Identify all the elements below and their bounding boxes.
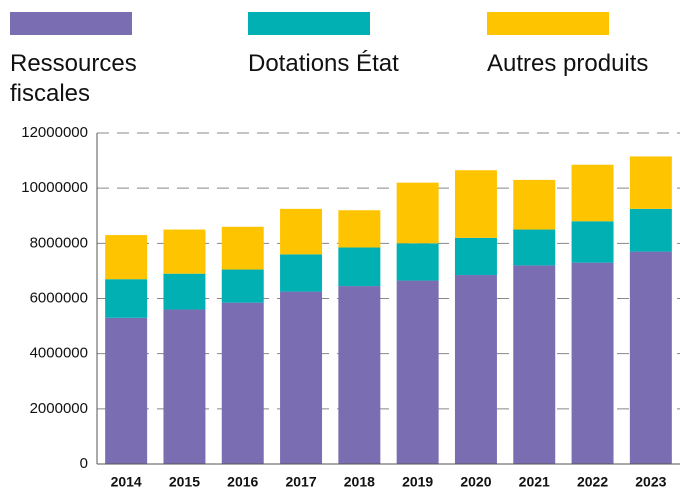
bar-segment: [163, 229, 206, 274]
bar-segment: [513, 179, 556, 230]
bar-segment: [454, 237, 497, 276]
y-tick-label: 10000000: [21, 179, 88, 196]
y-tick-label: 8000000: [30, 234, 88, 251]
x-tick-label: 2015: [169, 474, 200, 490]
legend-swatch: [487, 12, 609, 35]
bar-segment: [280, 291, 323, 464]
bar-segment: [571, 164, 614, 222]
legend-label: Dotations État: [248, 50, 399, 77]
bar-segment: [396, 182, 439, 244]
x-tick-label: 2020: [460, 474, 491, 490]
x-tick-label: 2017: [285, 474, 316, 490]
y-tick-label: 4000000: [30, 345, 88, 362]
y-tick-label: 6000000: [30, 289, 88, 306]
bar-segment: [396, 280, 439, 464]
bar-segment: [396, 243, 439, 281]
legend-swatch: [10, 12, 132, 35]
x-tick-label: 2018: [344, 474, 375, 490]
x-tick-label: 2014: [111, 474, 142, 490]
bar-segment: [105, 317, 148, 464]
bar-segment: [629, 251, 672, 464]
y-tick-label: 12000000: [21, 124, 88, 141]
y-tick-label: 2000000: [30, 400, 88, 417]
bar-segment: [513, 229, 556, 266]
x-tick-label: 2023: [635, 474, 666, 490]
x-tick-label: 2021: [519, 474, 550, 490]
bar-segment: [629, 156, 672, 209]
legend-item: Autres produits: [487, 12, 667, 79]
bar-segment: [338, 210, 381, 248]
bar-segment: [454, 170, 497, 238]
bar-segment: [221, 302, 264, 464]
bar-segment: [163, 309, 206, 464]
bar-segment: [338, 286, 381, 464]
bar-segment: [513, 265, 556, 464]
bar-segment: [454, 275, 497, 464]
x-tick-label: 2016: [227, 474, 258, 490]
bar-segment: [571, 262, 614, 464]
legend-item: Dotations État: [248, 12, 428, 79]
bar-segment: [221, 226, 264, 270]
bar-segment: [571, 221, 614, 263]
x-tick-label: 2022: [577, 474, 608, 490]
legend-item: Ressources fiscales: [10, 12, 190, 109]
x-tick-label: 2019: [402, 474, 433, 490]
legend-swatch: [248, 12, 370, 35]
y-tick-label: 0: [80, 455, 88, 472]
bar-segment: [105, 279, 148, 318]
bar-segment: [629, 208, 672, 252]
bar-segment: [280, 254, 323, 292]
bar-segment: [105, 235, 148, 280]
legend-label: Autres produits: [487, 50, 649, 77]
bar-segment: [338, 247, 381, 287]
bar-segment: [280, 208, 323, 255]
bar-segment: [163, 273, 206, 310]
bar-segment: [221, 269, 264, 303]
legend-label: Ressources fiscales: [10, 50, 137, 107]
